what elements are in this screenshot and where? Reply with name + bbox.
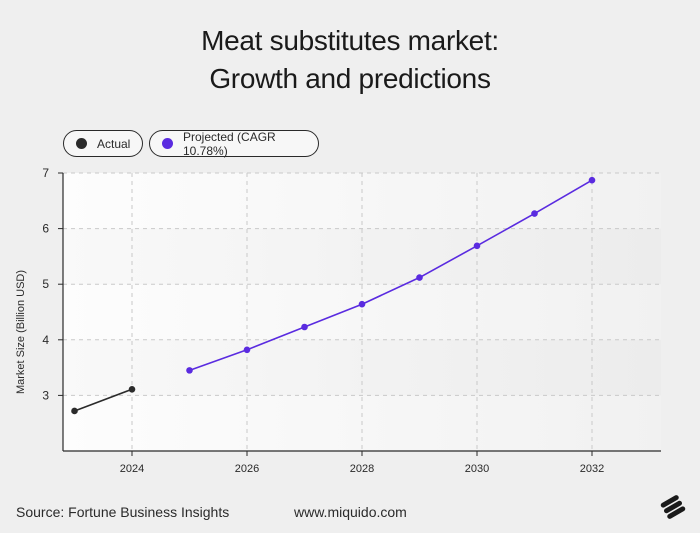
x-tick-label: 2024 [120, 463, 144, 475]
data-point-projected [186, 367, 193, 374]
legend-label-projected: Projected (CAGR 10.78%) [183, 129, 276, 158]
y-tick-label: 6 [42, 222, 49, 236]
data-point-actual [71, 407, 78, 415]
y-tick-label: 5 [42, 277, 49, 291]
y-axis-label: Market Size (Billion USD) [15, 270, 27, 394]
chart-title-line-1: Meat substitutes market: [201, 25, 499, 56]
legend-label-actual: Actual [97, 136, 131, 151]
legend-marker-projected [162, 138, 173, 149]
series-line-projected [189, 179, 593, 372]
x-tick-label: 2032 [580, 463, 604, 475]
x-tick-label: 2028 [350, 463, 374, 475]
data-point-projected [416, 274, 423, 281]
website-link[interactable]: www.miquido.com [294, 504, 407, 520]
data-point-projected [243, 346, 251, 354]
legend-marker-actual [76, 138, 87, 149]
miquido-logo-icon [660, 495, 686, 519]
data-point-projected [473, 242, 481, 250]
y-tick-label: 3 [42, 388, 49, 402]
series-line-actual [74, 388, 133, 412]
x-tick-label: 2030 [465, 463, 489, 475]
data-point-actual [128, 385, 136, 393]
x-tick-label: 2026 [235, 463, 259, 475]
y-tick-label: 4 [42, 333, 49, 347]
data-point-projected [588, 176, 596, 184]
data-point-projected [531, 210, 538, 217]
data-point-projected [358, 300, 366, 308]
chart-title-line-2: Growth and predictions [209, 63, 491, 94]
y-tick-label: 7 [42, 166, 49, 180]
source-credit: Source: Fortune Business Insights [16, 504, 230, 520]
legend-item-projected: Projected (CAGR 10.78%) [149, 129, 319, 158]
data-point-projected [301, 323, 308, 331]
chart-title: Meat substitutes market: Growth and pred… [0, 22, 700, 98]
legend-item-actual: Actual [63, 130, 143, 157]
